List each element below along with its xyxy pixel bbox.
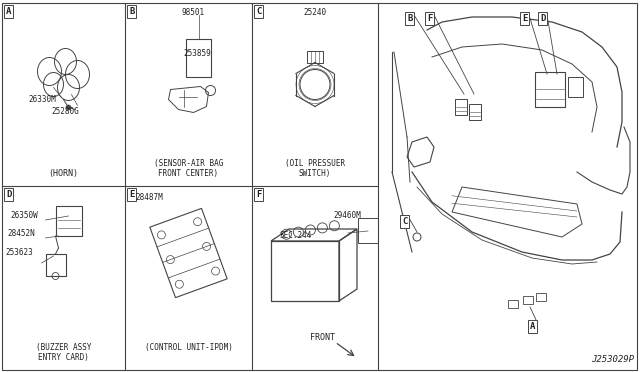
- Bar: [271, 241, 339, 301]
- Text: 29460M: 29460M: [333, 211, 361, 220]
- Text: E: E: [129, 190, 134, 199]
- Text: F: F: [427, 14, 433, 23]
- Text: FRONT CENTER): FRONT CENTER): [159, 169, 219, 178]
- Bar: [535, 72, 565, 107]
- Text: A: A: [530, 322, 536, 331]
- Text: (CONTROL UNIT-IPDM): (CONTROL UNIT-IPDM): [145, 343, 232, 352]
- Text: D: D: [540, 14, 545, 23]
- Text: (SENSOR-AIR BAG: (SENSOR-AIR BAG: [154, 159, 223, 168]
- Text: SEC.244: SEC.244: [280, 231, 312, 240]
- Text: D: D: [6, 190, 12, 199]
- Text: SWITCH): SWITCH): [299, 169, 331, 178]
- Text: (OIL PRESSUER: (OIL PRESSUER: [285, 159, 345, 168]
- Text: A: A: [6, 7, 12, 16]
- Bar: [45, 254, 65, 276]
- Text: 26350W: 26350W: [10, 211, 38, 220]
- Text: 25240: 25240: [303, 8, 326, 17]
- Text: C: C: [402, 217, 408, 226]
- Bar: [568, 77, 583, 97]
- Text: 253859: 253859: [184, 49, 211, 58]
- Bar: [455, 99, 467, 115]
- Text: 26330M: 26330M: [29, 94, 56, 103]
- Text: J253029P: J253029P: [591, 355, 634, 364]
- Text: 98501: 98501: [182, 8, 205, 17]
- Text: ENTRY CARD): ENTRY CARD): [38, 353, 89, 362]
- Text: E: E: [522, 14, 527, 23]
- Text: C: C: [256, 7, 261, 16]
- Text: F: F: [256, 190, 261, 199]
- Bar: [536, 293, 546, 301]
- Text: (HORN): (HORN): [49, 169, 79, 178]
- Circle shape: [66, 105, 71, 110]
- Text: (BUZZER ASSY: (BUZZER ASSY: [36, 343, 92, 352]
- Text: B: B: [407, 14, 412, 23]
- Text: 28487M: 28487M: [135, 193, 163, 202]
- Text: FRONT: FRONT: [310, 333, 335, 342]
- Bar: [358, 218, 378, 243]
- Bar: [508, 300, 518, 308]
- Bar: [56, 206, 81, 236]
- Bar: [469, 104, 481, 120]
- Bar: [307, 51, 323, 62]
- Text: 28452N: 28452N: [7, 229, 35, 238]
- Bar: [523, 296, 533, 304]
- Text: B: B: [129, 7, 134, 16]
- Bar: [186, 38, 211, 77]
- Text: 253623: 253623: [5, 248, 33, 257]
- Text: 25280G: 25280G: [51, 108, 79, 116]
